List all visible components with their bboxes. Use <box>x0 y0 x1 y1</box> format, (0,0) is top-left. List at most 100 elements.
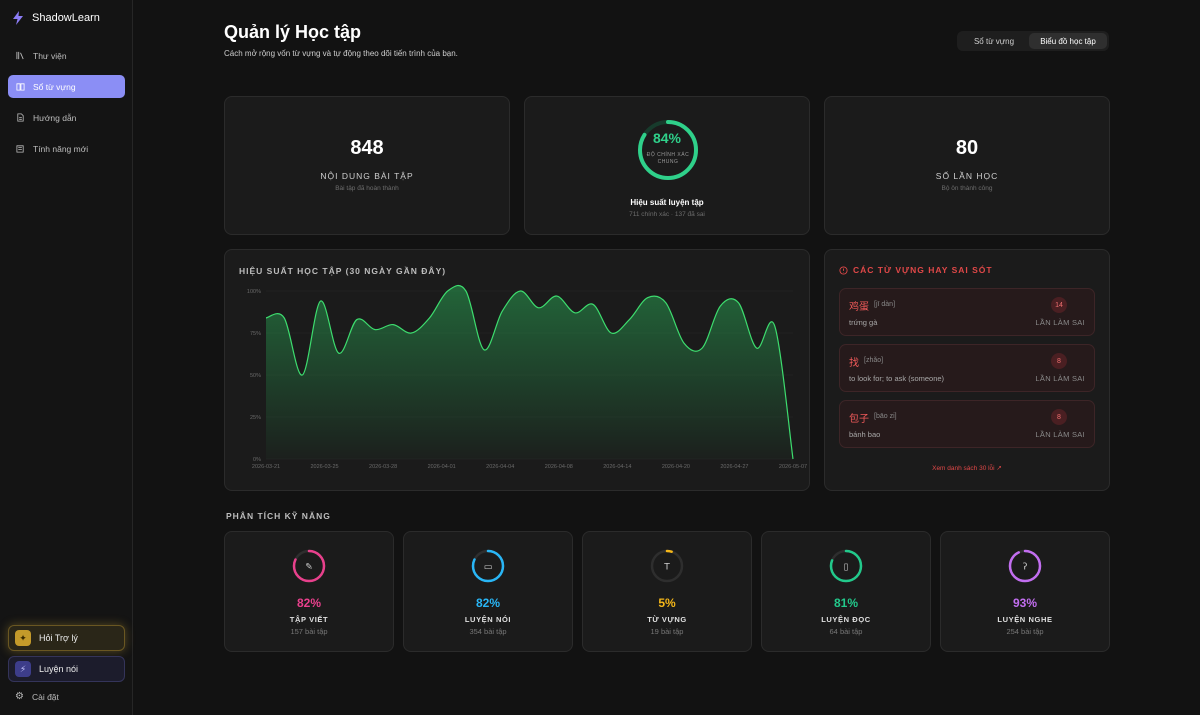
chart-point[interactable] <box>336 350 342 356</box>
mistake-word: 包子 <box>849 414 869 425</box>
tab-learning-chart[interactable]: Biểu đồ học tập <box>1029 33 1107 49</box>
speaking-practice-label: Luyện nói <box>39 664 79 674</box>
mistake-count-badge: 14 <box>1051 297 1067 313</box>
sidebar-item-library[interactable]: Thư viện <box>8 44 125 67</box>
chart-point[interactable] <box>772 323 778 329</box>
chart-point[interactable] <box>735 300 741 306</box>
page-subtitle: Cách mở rộng vốn từ vựng và tự động theo… <box>224 49 458 58</box>
newspaper-icon <box>16 145 24 153</box>
mistake-item[interactable]: 包子 [bāo zi] bánh bao 8 LẦN LÀM SAI <box>839 400 1095 448</box>
sidebar-item-guide[interactable]: Hướng dẫn <box>8 106 125 129</box>
sidebar-item-label: Hướng dẫn <box>33 112 77 123</box>
document-icon <box>17 113 24 122</box>
y-tick-label: 75% <box>250 331 261 337</box>
skill-ring: ▯ <box>829 549 863 583</box>
chart-point[interactable] <box>354 317 360 323</box>
y-tick-label: 0% <box>253 457 261 463</box>
mistake-pinyin: [zhǎo] <box>864 357 884 364</box>
skill-card[interactable]: ✎ 82% TẬP VIẾT 157 bài tập <box>224 531 394 652</box>
x-tick-label: 2026-05-07 <box>779 464 807 470</box>
sessions-card: 80 SỐ LẦN HỌC Bộ ôn thành công <box>824 96 1110 235</box>
chart-point[interactable] <box>754 345 760 351</box>
chart-point[interactable] <box>299 372 305 378</box>
chart-point[interactable] <box>536 305 542 311</box>
x-tick-label: 2026-03-21 <box>252 464 280 470</box>
sidebar-item-whats-new[interactable]: Tính năng mới <box>8 137 125 160</box>
chart-point[interactable] <box>390 322 396 328</box>
skill-name: LUYỆN NGHE <box>997 615 1053 624</box>
sessions-value: 80 <box>955 137 979 159</box>
x-tick-label: 2026-04-04 <box>486 464 514 470</box>
chart-point[interactable] <box>517 288 523 294</box>
settings-link[interactable]: ⚙ Cài đặt <box>15 691 59 702</box>
exercises-card: 848 NỘI DUNG BÀI TẬP Bài tập đã hoàn thà… <box>224 96 510 235</box>
mistakes-card: CÁC TỪ VỰNG HAY SAI SÓT 鸡蛋 [jī dàn] trứn… <box>824 249 1110 491</box>
sidebar-item-vocabulary[interactable]: Sổ từ vựng <box>8 75 125 98</box>
chart-point[interactable] <box>590 301 596 307</box>
see-all-mistakes-link[interactable]: Xem danh sách 30 lỗi ↗ <box>932 465 1002 472</box>
chart-point[interactable] <box>463 288 469 294</box>
chart-point[interactable] <box>372 327 378 333</box>
chart-point[interactable] <box>445 288 451 294</box>
sidebar-item-label: Tính năng mới <box>33 143 89 154</box>
skill-card[interactable]: T 5% TỪ VỰNG 19 bài tập <box>582 531 752 652</box>
chart-point[interactable] <box>699 345 705 351</box>
chart-point[interactable] <box>554 293 560 299</box>
x-tick-label: 2026-04-08 <box>545 464 573 470</box>
chart-point[interactable] <box>408 330 414 336</box>
skill-card[interactable]: ▯ 81% LUYỆN ĐỌC 64 bài tập <box>761 531 931 652</box>
mistakes-title: CÁC TỪ VỰNG HAY SAI SÓT <box>853 265 993 275</box>
chart-point[interactable] <box>645 295 651 301</box>
performance-chart-card: HIỆU SUẤT HỌC TẬP (30 NGÀY GẦN ĐÂY) 0% 25… <box>224 249 810 491</box>
chart-point[interactable] <box>790 456 796 462</box>
skill-count: 157 bài tập <box>290 627 328 636</box>
skill-count: 64 bài tập <box>829 627 863 636</box>
mistake-count-badge: 8 <box>1051 409 1067 425</box>
chart-point[interactable] <box>281 315 287 321</box>
skill-percent: 81% <box>833 596 859 610</box>
ask-assistant-button[interactable]: ✦ Hỏi Trợ lý <box>8 625 125 651</box>
chart-line <box>265 284 794 460</box>
gear-icon: ⚙ <box>15 691 24 702</box>
app-name: ShadowLearn <box>32 12 100 24</box>
chart-point[interactable] <box>481 347 487 353</box>
skill-count: 254 bài tập <box>1006 627 1044 636</box>
chart-point[interactable] <box>717 303 723 309</box>
mistake-item[interactable]: 鸡蛋 [jī dàn] trứng gà 14 LẦN LÀM SAI <box>839 288 1095 336</box>
skill-count: 19 bài tập <box>650 627 684 636</box>
skill-ring: ʔ <box>1008 549 1042 583</box>
chart-point[interactable] <box>663 300 669 306</box>
y-tick-label: 50% <box>250 373 261 379</box>
skill-name: LUYỆN ĐỌC <box>821 615 871 624</box>
lightning-icon: ⚡ <box>15 661 31 677</box>
chart-point[interactable] <box>681 340 687 346</box>
x-tick-label: 2026-04-20 <box>662 464 690 470</box>
x-tick-label: 2026-03-25 <box>310 464 338 470</box>
skill-ring: ✎ <box>292 549 326 583</box>
x-tick-label: 2026-04-14 <box>603 464 631 470</box>
sessions-sub: Bộ ôn thành công <box>941 185 993 192</box>
sparkle-icon: ✦ <box>15 630 31 646</box>
skill-card[interactable]: ʔ 93% LUYỆN NGHE 254 bài tập <box>940 531 1110 652</box>
skill-card[interactable]: ▭ 82% LUYỆN NÓI 354 bài tập <box>403 531 573 652</box>
skills-title: PHÂN TÍCH KỸ NĂNG <box>226 511 331 521</box>
chart-point[interactable] <box>318 298 324 304</box>
skill-name: LUYỆN NÓI <box>464 615 512 624</box>
x-tick-label: 2026-03-28 <box>369 464 397 470</box>
exercises-sub: Bài tập đã hoàn thành <box>335 185 399 192</box>
chart-point[interactable] <box>626 317 632 323</box>
chart-point[interactable] <box>427 315 433 321</box>
speaking-practice-button[interactable]: ⚡ Luyện nói <box>8 656 125 682</box>
chart-point[interactable] <box>263 315 269 321</box>
mistake-item[interactable]: 找 [zhǎo] to look for; to ask (someone) 8… <box>839 344 1095 392</box>
sidebar-item-label: Sổ từ vựng <box>33 81 76 92</box>
app-logo[interactable]: ShadowLearn <box>10 10 100 26</box>
text-icon: T <box>663 563 670 573</box>
chart-point[interactable] <box>499 308 505 314</box>
x-tick-label: 2026-04-01 <box>428 464 456 470</box>
chart-point[interactable] <box>572 310 578 316</box>
chart-point[interactable] <box>608 330 614 336</box>
tab-vocabulary[interactable]: Sổ từ vựng <box>973 36 1015 46</box>
skill-count: 354 bài tập <box>469 627 507 636</box>
view-tabs: Sổ từ vựng Biểu đồ học tập <box>957 31 1109 51</box>
